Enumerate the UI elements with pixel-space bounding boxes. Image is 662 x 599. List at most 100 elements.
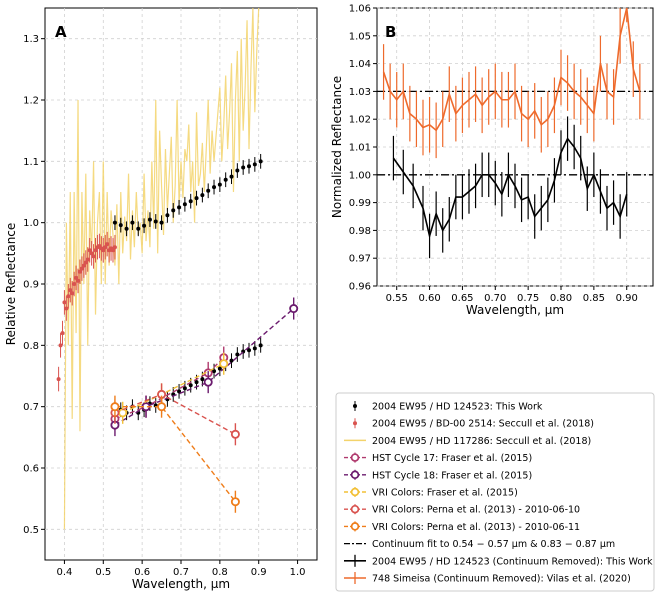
legend: 2004 EW95 / HD 124523: This Work 2004 EW9… — [335, 392, 655, 592]
a-data-point — [147, 217, 152, 222]
a-data-point — [83, 260, 88, 265]
a-data-point — [79, 266, 84, 271]
a-data-point — [165, 213, 170, 218]
a-data-point — [112, 220, 117, 225]
a-data-point — [101, 248, 106, 253]
a-x-tick-label: 0.6 — [134, 567, 150, 578]
a-data-point — [188, 383, 193, 388]
a-data-point — [93, 248, 98, 253]
b-x-tick-label: 0.75 — [517, 293, 539, 304]
b-y-tick-label: 1.03 — [349, 87, 371, 98]
a-data-point — [212, 369, 217, 374]
legend-entry-label: Continuum fit to 0.54 − 0.57 μm & 0.83 −… — [372, 539, 615, 550]
b-y-tick-label: 0.97 — [349, 254, 371, 265]
a-data-point — [72, 282, 77, 286]
b-x-tick-label: 0.65 — [451, 293, 473, 304]
a-data-point — [212, 185, 217, 190]
a-data-point — [56, 377, 61, 382]
b-x-tick-label: 0.80 — [550, 293, 572, 304]
legend-entry-label: HST Cycle 18: Fraser et al. (2015) — [372, 470, 532, 481]
b-y-tick-label: 1.04 — [349, 59, 371, 70]
b-series-line — [392, 137, 628, 240]
a-data-point — [194, 196, 199, 201]
a-y-tick-label: 0.5 — [23, 525, 39, 536]
legend-open-marker-icon — [350, 487, 360, 497]
b-y-tick-label: 1.02 — [349, 115, 371, 126]
a-dashed-series — [114, 308, 295, 426]
legend-entry-label: VRI Colors: Perna et al. (2013) - 2010-0… — [372, 505, 580, 516]
legend-point-icon — [353, 404, 357, 408]
a-data-point — [235, 168, 240, 173]
a-data-point — [89, 251, 94, 256]
a-data-point — [105, 242, 110, 247]
a-data-point — [182, 202, 187, 207]
a-data-point — [223, 177, 228, 182]
a-data-point — [252, 346, 257, 351]
legend-entry-label: 2004 EW95 / HD 117286: Seccull et al. (2… — [372, 436, 591, 447]
a-x-tick-label: 0.9 — [251, 567, 267, 578]
a-data-point — [64, 306, 69, 311]
legend-entry-label: 748 Simeisa (Continuum Removed): Vilas e… — [372, 574, 631, 585]
legend-entry-label: VRI Colors: Fraser et al. (2015) — [372, 488, 518, 499]
panel-b-ticks: 0.55 0.60 0.65 0.70 0.75 0.80 0.85 0.90 0.96 0.97… — [349, 4, 638, 305]
a-data-point — [58, 343, 63, 348]
a-data-point — [182, 386, 187, 391]
b-y-tick-label: 1.06 — [349, 4, 371, 15]
a-x-tick-label: 0.5 — [95, 567, 111, 578]
a-data-point — [68, 288, 73, 293]
a-dashed-series — [114, 357, 225, 420]
legend-frame — [335, 392, 655, 592]
panel-b: 0.55 0.60 0.65 0.70 0.75 0.80 0.85 0.90 0.96 0.97… — [330, 4, 654, 317]
a-x-tick-label: 1.0 — [290, 567, 306, 578]
a-data-point — [217, 366, 222, 371]
a-y-tick-label: 1.0 — [23, 218, 39, 229]
a-y-tick-label: 1.3 — [23, 34, 39, 45]
a-data-point — [200, 193, 205, 198]
b-x-tick-label: 0.70 — [484, 293, 506, 304]
legend-point-icon — [353, 421, 357, 426]
a-open-marker — [230, 429, 240, 439]
legend-entry-label: 2004 EW95 / BD-00 2514: Seccull et al. (… — [372, 419, 594, 430]
a-open-marker — [110, 402, 120, 412]
a-data-point — [258, 159, 263, 164]
panel-a-label: A — [55, 23, 67, 41]
b-series-line — [382, 7, 641, 132]
a-data-point — [60, 331, 65, 336]
a-y-tick-label: 0.6 — [23, 464, 39, 475]
a-data-point — [177, 389, 182, 394]
b-x-tick-label: 0.60 — [418, 293, 440, 304]
a-data-point — [235, 352, 240, 357]
a-data-point — [252, 162, 257, 167]
a-data-point — [76, 278, 81, 283]
a-data-point — [200, 377, 205, 382]
panel-a-y-axis-label: Relative Reflectance — [4, 223, 18, 346]
a-data-point — [111, 248, 115, 253]
a-open-marker — [203, 377, 213, 387]
b-x-tick-label: 0.55 — [386, 293, 408, 304]
a-data-point — [206, 188, 211, 193]
b-x-tick-label: 0.90 — [616, 293, 638, 304]
a-data-point — [66, 294, 71, 299]
panel-a: 0.4 0.5 0.6 0.7 0.8 0.9 1.0 0.5 0.6 0.7 0.8 0.9 1.0 1… — [4, 7, 318, 591]
a-data-point — [229, 358, 234, 363]
legend-entry-label: HST Cycle 17: Fraser et al. (2015) — [372, 453, 532, 464]
panel-b-y-axis-label: Normalized Reflectance — [330, 76, 344, 218]
a-data-point — [124, 226, 129, 231]
legend-open-marker-icon — [350, 453, 360, 462]
a-data-point — [91, 254, 96, 259]
a-data-point — [118, 223, 123, 228]
a-open-marker — [157, 402, 167, 412]
a-y-tick-label: 0.7 — [23, 402, 39, 413]
legend-entry-label: VRI Colors: Perna et al. (2013) - 2010-0… — [372, 522, 580, 533]
a-data-point — [130, 220, 135, 225]
legend-open-marker-icon — [350, 504, 360, 514]
a-series-line — [63, 7, 260, 530]
panel-b-label: B — [385, 23, 396, 41]
a-data-point — [87, 248, 92, 253]
panel-a-ticks: 0.4 0.5 0.6 0.7 0.8 0.9 1.0 0.5 0.6 0.7 0.8 0.9 1.0 1… — [23, 34, 305, 578]
a-data-point — [103, 245, 108, 250]
a-data-point — [188, 199, 193, 204]
a-data-point — [77, 269, 82, 274]
a-x-tick-label: 0.8 — [212, 567, 228, 578]
panel-a-data — [56, 7, 299, 530]
